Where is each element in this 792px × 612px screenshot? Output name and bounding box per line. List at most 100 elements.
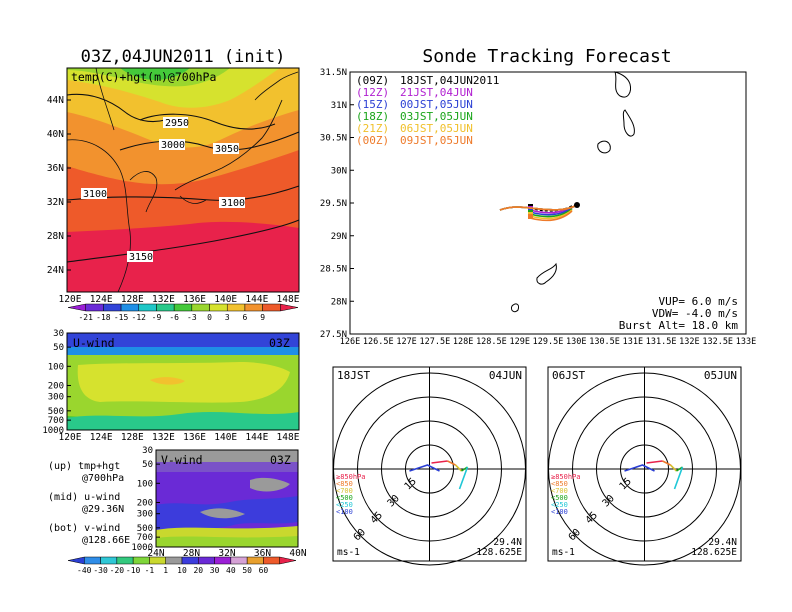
hodograph-lon: 128.625E [476,547,522,558]
track-lat-label: 28N [331,297,347,307]
colorbar-swatch [226,303,246,312]
note-bot: (bot) v-wind [48,523,120,534]
v-wind-x-label: 24N [147,548,164,559]
track-marker [528,214,533,219]
wind-colorbar: -40 -30 -20 -10 -1 1 10 20 30 40 50 60 [67,556,297,575]
track-lon-label: 128E [453,337,473,347]
contour-label-5: 3150 [129,252,153,263]
colorbar-label: -10 [126,566,141,575]
track-lon-label: 128.5E [476,337,507,347]
track-title: Sonde Tracking Forecast [422,46,671,67]
colorbar-swatch [246,556,264,565]
panel-legend-notes: (up) tmp+hgt @700hPa (mid) u-wind @29.36… [48,461,130,546]
colorbar-label: -40 [77,566,92,575]
hodograph-unit: ms-1 [552,547,575,558]
pressure-tick-label: 500 [48,407,64,417]
colorbar-label: -18 [96,313,111,322]
v-wind-x-label: 32N [218,548,235,559]
u-wind-frame [66,332,300,431]
colorbar-label: -20 [110,566,125,575]
colorbar-swatch [149,556,166,565]
v-wind-time: 03Z [270,453,291,467]
colorbar-label: 30 [210,566,220,575]
hodograph-level-label: ≥850hPa [551,473,581,481]
u-wind-x-label: 148E [277,432,300,443]
u-wind-x-ticks: 120E 124E 128E 132E 136E 140E 144E 148E [59,432,300,443]
launch-utc: (18Z) [356,110,389,123]
hodograph-time: 06JST [552,369,585,382]
u-wind-x-label: 140E [214,432,237,443]
track-lat-label: 29.5N [320,199,347,209]
colorbar-label: 0 [207,313,212,322]
colorbar-label: -9 [152,313,162,322]
track-lat-label: 28.5N [320,265,347,275]
v-wind-x-label: 28N [183,548,200,559]
hodograph-level-label: <500 [336,494,353,502]
track-lon-label: 133E [736,337,756,347]
colorbar-swatch [263,556,280,565]
launch-utc: (21Z) [356,122,389,135]
map-lat-label: 32N [47,197,64,208]
track-lat-label: 27.5N [320,330,347,340]
colorbar-label: -15 [114,313,129,322]
u-wind-label: U-wind [73,336,115,350]
contour-label-3: 3100 [83,189,107,200]
colorbar-label: 20 [193,566,203,575]
launch-jst: 06JST,05JUN [400,122,473,135]
hodograph-trace [669,464,678,472]
hodograph-time: 18JST [337,369,370,382]
colorbar-swatch [120,303,140,312]
temperature-colorbar: -21 -18 -15 -12 -9 -6 -3 0 3 6 9 [67,303,299,322]
hodograph-level-label: <100 [336,508,353,516]
sonde-track [499,204,578,222]
hodograph-trace [447,460,456,466]
track-lon-label: 129E [509,337,529,347]
colorbar-swatch [132,556,150,565]
colorbar-swatch [100,556,118,565]
track-params: VUP= 6.0 m/s VDW= -4.0 m/s Burst Alt= 18… [619,295,739,332]
colorbar-label: -12 [132,313,147,322]
hodograph-level-label: <250 [336,501,353,509]
track-lon-label: 130E [566,337,586,347]
launch-utc: (15Z) [356,98,389,111]
hodograph-level-label: <100 [551,508,568,516]
note-top: (up) tmp+hgt [48,461,120,472]
launch-utc: (09Z) [356,74,389,87]
u-wind-x-label: 120E [59,432,82,443]
colorbar-swatch [67,556,85,565]
note-mid-2: @29.36N [82,504,124,515]
colorbar-label: 9 [260,313,265,322]
track-lon-label: 130.5E [589,337,620,347]
u-wind-section [67,333,299,430]
track-lat-label: 31.5N [320,68,347,78]
hodograph-lat: 29.4N [493,537,522,548]
colorbar-swatch [214,556,232,565]
map-lon-label: 124E [90,294,113,305]
u-wind-x-label: 128E [121,432,144,443]
colorbar-label: -21 [78,313,93,322]
colorbar-swatch [244,303,263,312]
hodograph-unit: ms-1 [337,547,360,558]
pressure-tick-label: 1000 [131,543,153,553]
u-wind-time: 03Z [269,336,290,350]
hodograph-trace [458,466,469,490]
map-lat-label: 24N [47,265,64,276]
map-lon-label: 132E [152,294,175,305]
colorbar-swatch [103,303,122,312]
hodograph-lat: 29.4N [708,537,737,548]
hodograph-trace [624,464,655,472]
colorbar-swatch [198,556,215,565]
v-wind-label: V-wind [161,453,203,467]
hodograph-level-label: ≥850hPa [336,473,366,481]
colorbar-label: 50 [242,566,252,575]
colorbar-label: -3 [187,313,197,322]
launch-time-legend: (09Z) 18JST,04JUN2011 (12Z) 21JST,04JUN (15Z… [356,74,499,147]
hodograph-level-label: <500 [551,494,568,502]
pressure-tick-label: 50 [53,343,64,353]
launch-jst: 00JST,05JUN [400,98,473,111]
param-burst: Burst Alt= 18.0 km [619,319,739,332]
track-lon-label: 132.5E [702,337,733,347]
contour-label-4: 3100 [221,198,245,209]
